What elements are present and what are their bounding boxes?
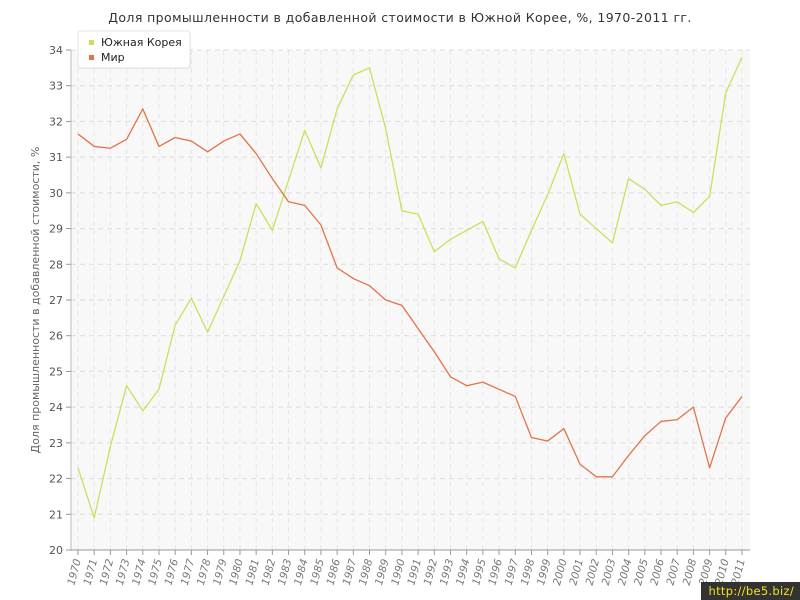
y-tick-label: 21 (49, 508, 63, 521)
y-tick-label: 29 (49, 223, 63, 236)
legend-marker (89, 55, 94, 60)
y-tick-label: 34 (49, 44, 63, 57)
y-tick-label: 22 (49, 473, 63, 486)
legend: Южная Корея Мир (77, 30, 191, 69)
watermark-link[interactable]: http://be5.biz/ (700, 582, 800, 600)
y-tick-label: 25 (49, 365, 63, 378)
y-tick-label: 30 (49, 187, 63, 200)
legend-label: Мир (101, 51, 125, 64)
y-tick-label: 33 (49, 80, 63, 93)
legend-box (77, 30, 191, 69)
y-tick-label: 32 (49, 115, 63, 128)
legend-label: Южная Корея (101, 36, 182, 49)
y-tick-label: 23 (49, 437, 63, 450)
y-tick-label: 26 (49, 330, 63, 343)
y-tick-label: 24 (49, 401, 63, 414)
y-tick-label: 20 (49, 544, 63, 557)
y-tick-label: 28 (49, 258, 63, 271)
y-tick-label: 27 (49, 294, 63, 307)
y-tick-label: 31 (49, 151, 63, 164)
y-axis-title: Доля промышленности в добавленной стоимо… (29, 147, 42, 454)
series-line-world (77, 108, 743, 478)
legend-marker (89, 40, 94, 45)
chart-title: Доля промышленности в добавленной стоимо… (108, 10, 692, 25)
plot-area (71, 50, 750, 550)
series-line-south-korea (77, 56, 743, 519)
